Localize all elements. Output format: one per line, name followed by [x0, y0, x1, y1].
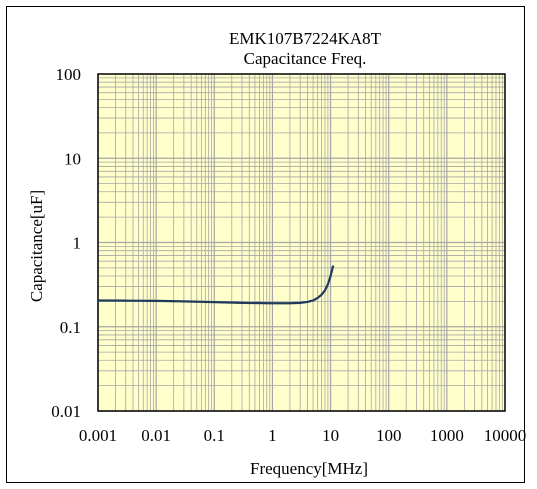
grid-lines: [97, 74, 505, 412]
y-axis-label: Capacitance[uF]: [27, 190, 46, 302]
chart-subtitle: Capacitance Freq.: [244, 49, 367, 68]
y-tick-label: 100: [56, 65, 82, 84]
x-tick-label: 0.01: [141, 426, 171, 445]
y-tick-label: 0.01: [51, 402, 81, 421]
y-axis-tick-labels: 0.01 0.1 1 10 100: [51, 65, 81, 421]
y-tick-label: 1: [73, 234, 82, 253]
plot-frame: [97, 73, 506, 412]
x-axis-label: Frequency[MHz]: [250, 459, 368, 478]
x-tick-label: 10000: [484, 426, 527, 445]
series-line: [96, 265, 335, 305]
x-tick-label: 0.001: [79, 426, 117, 445]
x-tick-label: 1: [268, 426, 277, 445]
y-tick-label: 0.1: [60, 318, 81, 337]
y-tick-label: 10: [64, 149, 81, 168]
x-tick-label: 100: [376, 426, 402, 445]
x-tick-label: 10: [322, 426, 339, 445]
x-tick-label: 0.1: [204, 426, 225, 445]
series-group: [96, 265, 335, 305]
x-axis-tick-labels: 0.001 0.01 0.1 1 10 100 1000 10000: [79, 426, 526, 445]
x-tick-label: 1000: [430, 426, 464, 445]
chart-title: EMK107B7224KA8T: [229, 29, 382, 48]
